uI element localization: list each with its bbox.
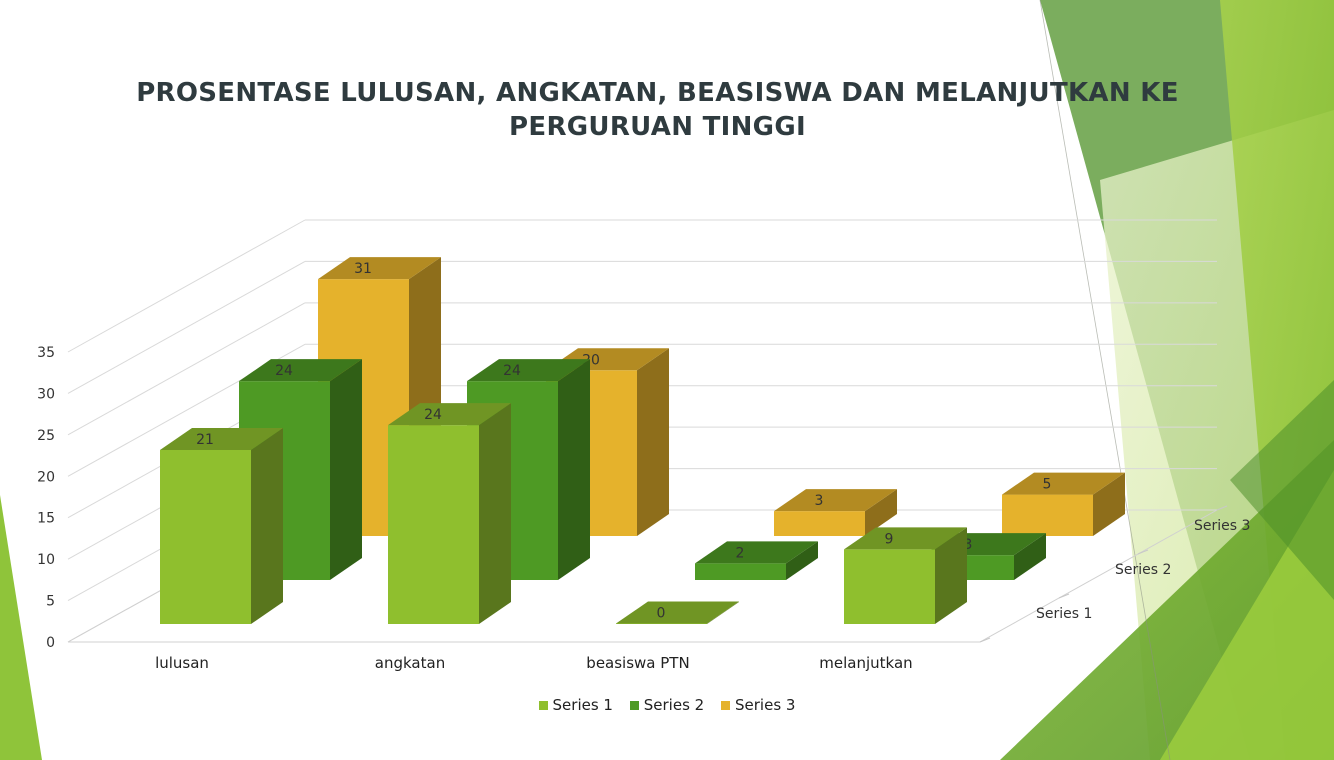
data-label: 24 (424, 407, 442, 423)
y-tick-label: 10 (37, 552, 55, 568)
bar-side (786, 541, 818, 580)
data-label: 21 (196, 432, 214, 448)
legend-item-series-1: Series 1 (538, 696, 613, 714)
side-gridline (67, 219, 306, 353)
bar-top (239, 359, 362, 382)
bar-side (637, 348, 669, 536)
bar: 9 (844, 527, 967, 624)
side-gridline (67, 302, 306, 436)
legend-swatch-series-3 (721, 701, 730, 710)
bar: 2 (695, 541, 818, 580)
bar-side (479, 403, 511, 624)
bar: 5 (1002, 472, 1125, 536)
legend-item-series-2: Series 2 (629, 696, 705, 714)
bg-shape-right-accent (1230, 380, 1334, 600)
bar-side (865, 489, 897, 536)
bar: 0 (616, 601, 739, 624)
bar-front (695, 563, 786, 580)
bar-top (1002, 472, 1125, 495)
bar-front (388, 425, 479, 624)
x-category-label: angkatan (375, 654, 445, 672)
legend-swatch-series-1 (538, 701, 548, 710)
depth-axis-tick (1216, 505, 1228, 511)
bar-top (160, 428, 283, 450)
x-category-label: lulusan (155, 654, 209, 672)
depth-axis-label: Series 2 (1115, 562, 1171, 578)
bar: 24 (388, 403, 511, 624)
y-tick-label: 15 (37, 511, 55, 527)
side-gridline (67, 260, 306, 394)
floor-edge (979, 509, 1218, 643)
legend-label-series-1: Series 1 (552, 696, 613, 714)
bar-side (251, 428, 283, 624)
bar-top (318, 257, 441, 280)
data-label: 5 (1043, 477, 1052, 493)
data-label: 31 (354, 261, 372, 277)
y-tick-label: 25 (37, 428, 55, 444)
data-label: 9 (885, 531, 894, 547)
bar-top (774, 489, 897, 512)
depth-axis-label: Series 1 (1036, 606, 1092, 622)
depth-axis-label: Series 3 (1194, 518, 1250, 534)
bar-front (160, 450, 251, 624)
bar: 21 (160, 428, 283, 624)
y-tick-label: 0 (46, 635, 55, 651)
data-label: 0 (657, 606, 666, 622)
legend-item-series-3: Series 3 (721, 696, 795, 714)
y-tick-label: 30 (37, 386, 55, 402)
legend-label-series-2: Series 2 (643, 696, 705, 714)
x-category-label: melanjutkan (819, 654, 912, 672)
bar-side (707, 601, 739, 624)
y-tick-label: 5 (46, 594, 55, 610)
data-label: 3 (815, 493, 824, 509)
bar-front (774, 511, 865, 536)
bar-front (1002, 494, 1093, 536)
bar-top (844, 527, 967, 550)
data-label: 3 (964, 537, 973, 553)
chart-title: PROSENTASE LULUSAN, ANGKATAN, BEASISWA D… (136, 78, 1179, 142)
depth-axis-tick (1137, 549, 1149, 555)
bar-top (467, 359, 590, 382)
bar-side (558, 359, 590, 580)
bar: 3 (774, 489, 897, 536)
legend-label-series-3: Series 3 (735, 696, 796, 714)
data-label: 24 (275, 363, 293, 379)
depth-axis-tick (979, 637, 991, 643)
bar-top (695, 541, 818, 564)
bg-shape-left (0, 495, 42, 760)
bar-front (616, 623, 707, 624)
bar-side (1014, 533, 1046, 580)
y-tick-label: 35 (37, 345, 55, 361)
bar-top (388, 403, 511, 426)
bar-side (1093, 472, 1125, 536)
legend-swatch-series-2 (629, 701, 639, 710)
bar-side (935, 527, 967, 624)
depth-axis-tick (1058, 593, 1070, 599)
data-label: 2 (736, 545, 745, 561)
bar-top (616, 601, 739, 624)
bar-front (844, 549, 935, 624)
bar-side (330, 359, 362, 580)
y-tick-label: 20 (37, 469, 55, 485)
bg-edge-line (1039, 0, 1171, 760)
x-category-label: beasiswa PTN (586, 654, 689, 672)
chart-legend: Series 1 Series 2 Series 3 (0, 696, 1334, 714)
data-label: 24 (503, 363, 521, 379)
